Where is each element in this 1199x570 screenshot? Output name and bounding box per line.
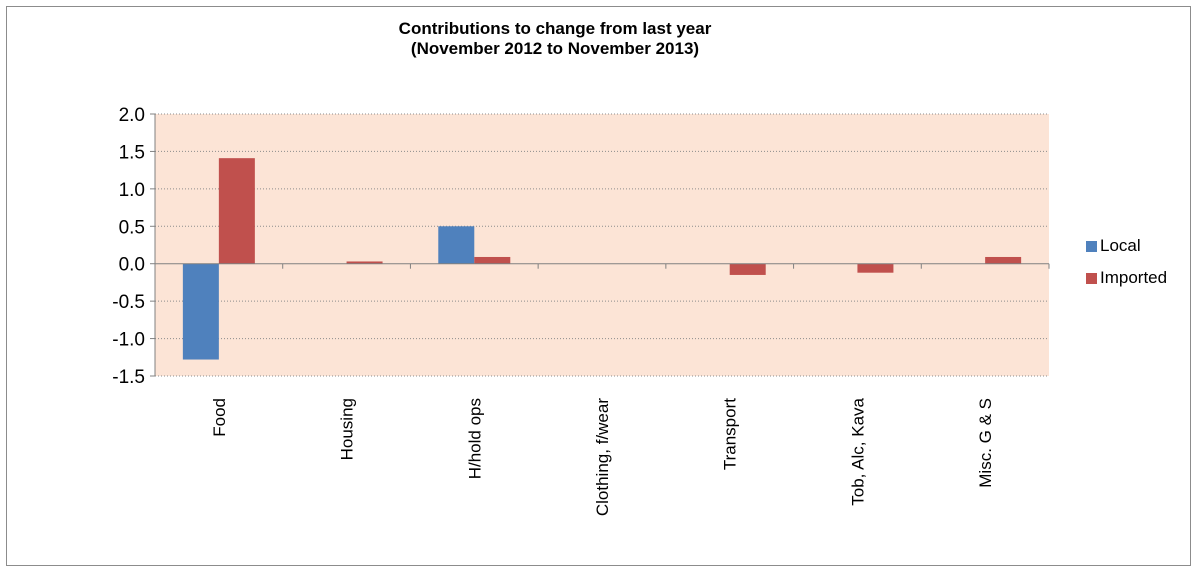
- y-tick-label: -1.0: [112, 330, 145, 351]
- legend-item-local: Local: [1086, 230, 1167, 262]
- y-tick-label: 0.0: [119, 255, 145, 276]
- y-tick-label: -1.5: [112, 367, 145, 388]
- y-tick-label: 0.5: [119, 217, 145, 238]
- y-tick-label: 2.0: [119, 105, 145, 126]
- bar-local-2: [438, 226, 475, 264]
- legend-item-imported: Imported: [1086, 262, 1167, 294]
- legend-swatch-local: [1086, 240, 1097, 252]
- bar-local-0: [182, 263, 219, 360]
- x-tick-label: Clothing, f/wear: [593, 398, 612, 516]
- x-tick-label: Misc. G & S: [976, 398, 995, 488]
- chart-subtitle: (November 2012 to November 2013): [410, 39, 700, 58]
- bar-imported-2: [474, 256, 511, 264]
- chart-title-block: Contributions to change from last year (…: [0, 19, 1110, 59]
- chart-title: Contributions to change from last year: [398, 19, 712, 38]
- y-tick-label: 1.0: [119, 180, 145, 201]
- bar-imported-6: [985, 256, 1022, 264]
- y-tick-label: 1.5: [119, 142, 145, 163]
- x-tick-label: Transport: [721, 398, 740, 470]
- x-tick-label: Housing: [338, 398, 357, 460]
- plot-area: [155, 114, 1049, 376]
- bar-imported-5: [857, 263, 894, 273]
- bar-imported-1: [346, 261, 383, 264]
- bar-imported-4: [729, 263, 766, 275]
- chart-legend: Local Imported: [1086, 230, 1167, 294]
- legend-label-imported: Imported: [1100, 268, 1168, 287]
- y-tick-label: -0.5: [112, 292, 145, 313]
- legend-label-local: Local: [1100, 236, 1141, 255]
- x-tick-label: Tob, Alc, Kava: [848, 397, 867, 505]
- x-tick-label: H/hold ops: [465, 398, 484, 479]
- bar-imported-0: [218, 158, 255, 264]
- legend-swatch-imported: [1086, 272, 1097, 284]
- x-tick-label: Food: [210, 398, 229, 437]
